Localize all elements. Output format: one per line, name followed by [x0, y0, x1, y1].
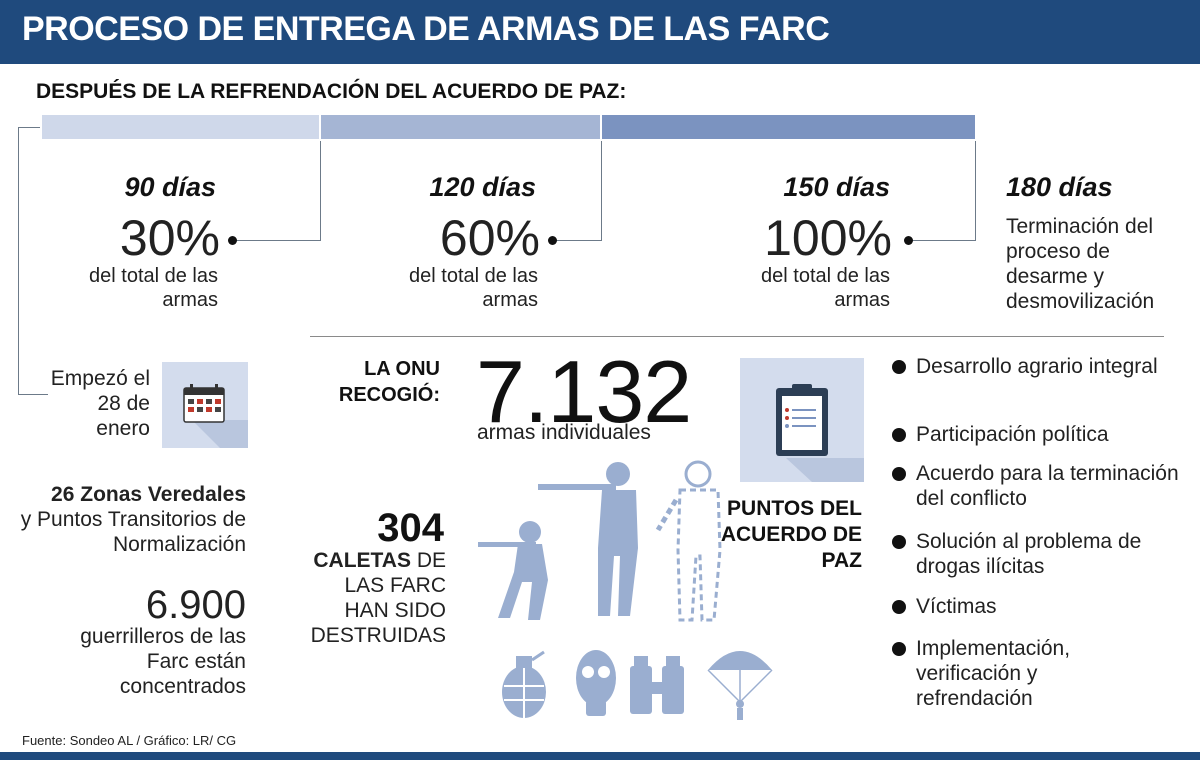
timeline-bar-3 — [600, 113, 977, 141]
puntos-title: PUNTOS DEL ACUERDO DE PAZ — [720, 497, 862, 572]
caletas-rest: DE LAS FARC HAN SIDO DESTRUIDAS — [310, 549, 446, 647]
onu-number: 7.132 — [476, 342, 692, 441]
soldiers-illustration — [478, 460, 722, 622]
guerrilleros-number: 6.900 — [145, 583, 246, 627]
calendar-icon-box — [162, 362, 248, 448]
connector-line — [18, 127, 19, 395]
timeline-days-4: 180 días — [1006, 172, 1113, 202]
binoculars-icon — [630, 656, 684, 714]
zones-text: 26 Zonas Veredales y Puntos Transitorios… — [20, 482, 246, 557]
timeline-dot — [904, 236, 913, 245]
connector-line — [236, 240, 321, 241]
puntos-item-1: Desarrollo agrario integral — [916, 355, 1158, 378]
timeline-desc-4: Terminación del proceso de desarme y des… — [1006, 215, 1155, 313]
connector-line — [912, 240, 976, 241]
soldier-aiming-icon — [538, 462, 638, 616]
caletas-text: CALETAS DE LAS FARC HAN SIDO DESTRUIDAS — [306, 548, 446, 648]
puntos-item-2: Participación política — [916, 423, 1109, 446]
header-banner: PROCESO DE ENTREGA DE ARMAS DE LAS FARC — [0, 0, 1200, 64]
puntos-item-5: Víctimas — [916, 595, 997, 618]
timeline-desc-1: del total de las armas — [89, 265, 218, 311]
timeline-bar-1 — [40, 113, 321, 141]
timeline-days-3: 150 días — [783, 172, 890, 202]
bullet-icon — [892, 428, 906, 442]
timeline-percent-3: 100% — [764, 210, 892, 266]
caletas-bold: CALETAS — [313, 549, 411, 572]
divider — [310, 336, 1164, 337]
bullet-icon — [892, 535, 906, 549]
timeline-dot — [228, 236, 237, 245]
bullet-icon — [892, 642, 906, 656]
icons-row — [502, 650, 773, 720]
soldier-kneeling-icon — [478, 521, 548, 620]
timeline-dot — [548, 236, 557, 245]
footer-strip — [0, 752, 1200, 760]
puntos-item-4: Solución al problema de drogas ilícitas — [916, 530, 1142, 578]
connector-line — [601, 141, 602, 241]
grenade-icon — [502, 650, 546, 718]
gas-mask-icon — [576, 650, 616, 716]
timeline-desc-3: del total de las armas — [761, 265, 890, 311]
connector-line — [975, 141, 976, 241]
connector-line — [556, 240, 602, 241]
guerrilleros-text: guerrilleros de las Farc están concentra… — [80, 625, 246, 698]
puntos-item-3: Acuerdo para la terminación del conflict… — [916, 462, 1179, 510]
bullet-icon — [892, 600, 906, 614]
timeline-percent-2: 60% — [439, 210, 540, 266]
connector-line — [320, 141, 321, 241]
timeline-desc-2: del total de las armas — [409, 265, 538, 311]
source-note: Fuente: Sondeo AL / Gráfico: LR/ CG — [22, 733, 237, 748]
timeline-days-1: 90 días — [124, 172, 216, 202]
bullet-icon — [892, 360, 906, 374]
onu-label: LA ONU RECOGIÓ: — [338, 358, 440, 406]
puntos-item-6: Implementación, verificación y refrendac… — [916, 637, 1071, 710]
soldier-standing-icon — [655, 460, 722, 622]
zones-bold: 26 Zonas Veredales — [51, 483, 246, 506]
start-date-text: Empezó el 28 de enero — [50, 367, 150, 440]
timeline-bar-2 — [319, 113, 602, 141]
calendar-icon — [183, 384, 248, 448]
connector-line — [18, 127, 40, 128]
page-title: PROCESO DE ENTREGA DE ARMAS DE LAS FARC — [22, 10, 830, 48]
clipboard-icon-box — [740, 358, 864, 482]
caletas-number: 304 — [377, 506, 444, 550]
onu-text: armas individuales — [477, 421, 651, 444]
timeline-days-2: 120 días — [429, 172, 536, 202]
timeline-percent-1: 30% — [119, 210, 220, 266]
subtitle: DESPUÉS DE LA REFRENDACIÓN DEL ACUERDO D… — [36, 80, 627, 103]
zones-rest: y Puntos Transitorios de Normalización — [20, 508, 246, 556]
bullet-icon — [892, 467, 906, 481]
connector-line — [18, 394, 48, 395]
clipboard-icon — [776, 384, 864, 482]
parachute-icon — [707, 651, 773, 720]
